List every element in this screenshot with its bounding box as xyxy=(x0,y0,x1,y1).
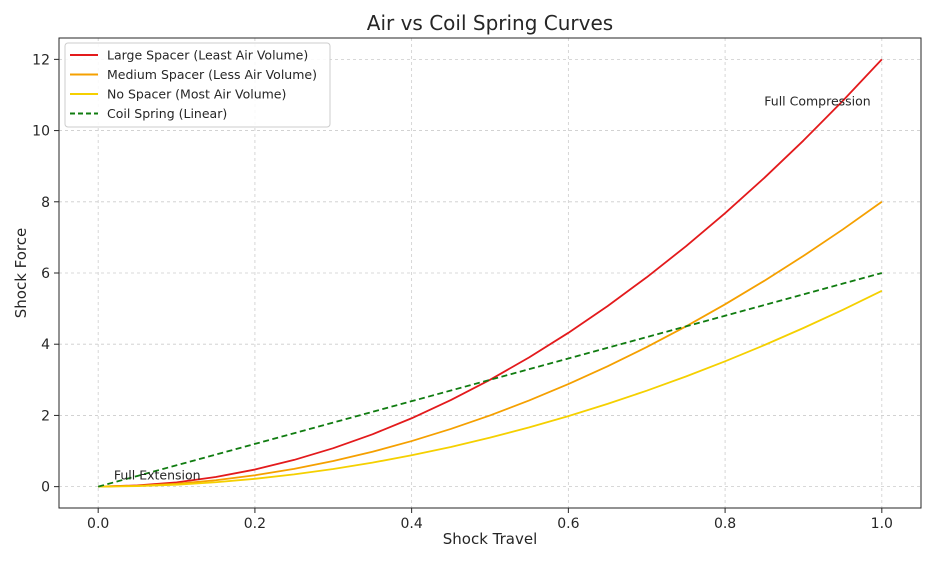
x-tick-label: 1.0 xyxy=(871,516,893,532)
y-axis-title: Shock Force xyxy=(12,228,30,319)
x-tick-label: 0.2 xyxy=(244,516,266,532)
series-line-1 xyxy=(98,58,883,488)
y-tick-label: 10 xyxy=(32,124,50,140)
y-tick-label: 8 xyxy=(41,195,50,211)
y-tick-label: 12 xyxy=(32,52,50,68)
y-tick-label: 2 xyxy=(41,408,50,424)
y-tick-label: 4 xyxy=(41,337,50,353)
legend-box xyxy=(64,42,331,128)
x-tick-label: 0.4 xyxy=(401,516,423,532)
x-tick-label: 0.8 xyxy=(714,516,736,532)
x-axis: 0.0 0.2 0.4 0.6 0.8 1.0 xyxy=(87,508,893,532)
legend-label: Medium Spacer (Less Air Volume) xyxy=(107,67,317,82)
series-line-4 xyxy=(97,272,883,488)
legend-label: Large Spacer (Least Air Volume) xyxy=(107,48,308,63)
series-line-3 xyxy=(98,289,883,488)
x-tick-label: 0.6 xyxy=(557,516,579,532)
annotations: Full Extension Full Compression xyxy=(114,94,871,483)
legend: Large Spacer (Least Air Volume) Medium Sp… xyxy=(64,42,331,128)
annotation-2: Full Compression xyxy=(764,94,870,109)
y-axis: 0 2 4 6 8 10 12 xyxy=(32,52,59,496)
legend-label: No Spacer (Most Air Volume) xyxy=(107,87,286,102)
chart-title: Air vs Coil Spring Curves xyxy=(367,11,613,35)
y-tick-label: 0 xyxy=(41,480,50,496)
annotation-1: Full Extension xyxy=(114,468,201,483)
series-group xyxy=(97,58,883,488)
y-tick-label: 6 xyxy=(41,266,50,282)
x-tick-label: 0.0 xyxy=(87,516,109,532)
x-axis-title: Shock Travel xyxy=(443,530,538,548)
legend-label: Coil Spring (Linear) xyxy=(107,106,227,121)
series-line-2 xyxy=(98,201,883,488)
